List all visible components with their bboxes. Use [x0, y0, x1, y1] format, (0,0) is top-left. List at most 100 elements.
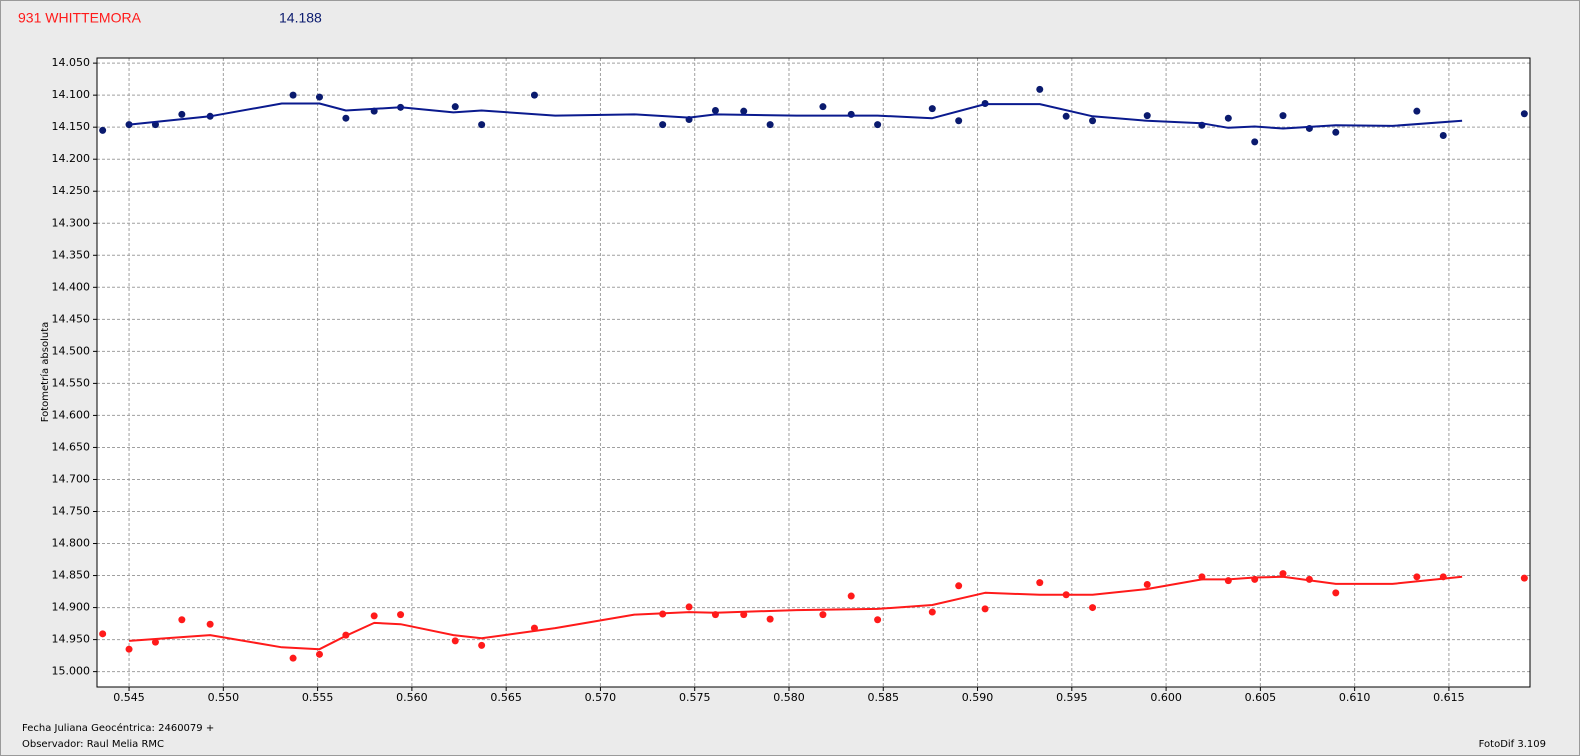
- data-point: [955, 582, 963, 590]
- data-point: [1413, 573, 1421, 581]
- data-point: [178, 110, 186, 118]
- y-tick-label: 14.950: [52, 633, 91, 646]
- data-point: [289, 91, 297, 99]
- data-point: [99, 126, 107, 134]
- data-point: [1089, 604, 1097, 612]
- x-tick-label: 0.580: [773, 691, 805, 704]
- data-point: [1143, 581, 1151, 589]
- data-point: [1036, 85, 1044, 93]
- y-tick-label: 14.600: [52, 408, 91, 421]
- data-point: [478, 641, 486, 649]
- y-tick-label: 14.250: [52, 184, 91, 197]
- data-point: [711, 107, 719, 115]
- data-point: [1036, 579, 1044, 587]
- x-tick-label: 0.605: [1245, 691, 1277, 704]
- y-tick-label: 14.050: [52, 56, 91, 69]
- data-point: [1251, 138, 1259, 146]
- data-point: [1224, 114, 1232, 122]
- x-tick-label: 0.560: [396, 691, 428, 704]
- y-tick-label: 14.450: [52, 312, 91, 325]
- data-point: [819, 611, 827, 619]
- data-point: [928, 105, 936, 113]
- data-point: [99, 630, 107, 638]
- data-point: [289, 654, 297, 662]
- footer-version: FotoDif 3.109: [1479, 739, 1546, 750]
- x-tick-label: 0.590: [962, 691, 994, 704]
- data-point: [847, 110, 855, 118]
- data-point: [766, 615, 774, 623]
- title: 931 WHITTEMORA: [18, 10, 142, 26]
- data-point: [874, 121, 882, 129]
- y-tick-label: 14.500: [52, 344, 91, 357]
- y-tick-label: 14.900: [52, 601, 91, 614]
- data-point: [819, 103, 827, 111]
- data-point: [981, 605, 989, 613]
- data-point: [315, 93, 323, 101]
- data-point: [1279, 112, 1287, 120]
- y-tick-label: 14.550: [52, 376, 91, 389]
- data-point: [1143, 112, 1151, 120]
- y-tick-label: 14.800: [52, 537, 91, 550]
- x-tick-label: 0.555: [302, 691, 334, 704]
- data-point: [451, 637, 459, 645]
- data-point: [1332, 128, 1340, 136]
- y-tick-label: 14.300: [52, 216, 91, 229]
- trend-line: [128, 102, 1463, 130]
- subtitle: 14.188: [279, 10, 322, 26]
- data-point: [315, 650, 323, 658]
- data-point: [1413, 107, 1421, 115]
- x-tick-label: 0.585: [868, 691, 900, 704]
- y-axis-label: Fotometría absoluta: [39, 322, 51, 423]
- y-tick-label: 14.150: [52, 120, 91, 133]
- data-point: [125, 645, 133, 653]
- x-tick-label: 0.575: [679, 691, 711, 704]
- y-tick-label: 14.700: [52, 472, 91, 485]
- y-tick-label: 14.850: [52, 569, 91, 582]
- data-point: [451, 103, 459, 111]
- data-point: [151, 638, 159, 646]
- data-point: [530, 91, 538, 99]
- y-tick-label: 14.200: [52, 152, 91, 165]
- data-point: [659, 121, 667, 129]
- data-point: [206, 620, 214, 628]
- data-point: [928, 608, 936, 616]
- footer-date: Fecha Juliana Geocéntrica: 2460079 +: [22, 722, 214, 734]
- data-point: [1279, 570, 1287, 578]
- data-point: [1439, 132, 1447, 140]
- x-tick-label: 0.545: [113, 691, 145, 704]
- y-tick-label: 14.350: [52, 248, 91, 261]
- data-point: [685, 603, 693, 611]
- y-tick-label: 14.750: [52, 504, 91, 517]
- x-tick-label: 0.550: [208, 691, 240, 704]
- x-tick-label: 0.600: [1150, 691, 1182, 704]
- data-point: [874, 616, 882, 624]
- data-point: [342, 114, 350, 122]
- footer-observer: Observador: Raul Melia RMC: [22, 739, 164, 750]
- y-tick-label: 14.650: [52, 440, 91, 453]
- x-tick-label: 0.595: [1056, 691, 1088, 704]
- x-tick-label: 0.615: [1433, 691, 1465, 704]
- data-point: [478, 121, 486, 129]
- data-point: [1520, 574, 1528, 582]
- data-point: [125, 121, 133, 129]
- data-point: [1332, 589, 1340, 597]
- data-point: [1520, 110, 1528, 118]
- data-point: [740, 107, 748, 115]
- plot-border: [96, 57, 1531, 688]
- y-tick-label: 14.100: [52, 88, 91, 101]
- data-point: [955, 117, 963, 125]
- trend-line: [129, 575, 1463, 651]
- data-point: [766, 121, 774, 129]
- x-tick-label: 0.565: [490, 691, 522, 704]
- x-tick-label: 0.570: [585, 691, 617, 704]
- data-point: [847, 592, 855, 600]
- data-point: [740, 611, 748, 619]
- data-point: [370, 612, 378, 620]
- data-point: [397, 611, 405, 619]
- data-point: [1089, 117, 1097, 125]
- data-point: [178, 616, 186, 624]
- y-tick-label: 14.400: [52, 280, 91, 293]
- plot-area: [97, 58, 1530, 687]
